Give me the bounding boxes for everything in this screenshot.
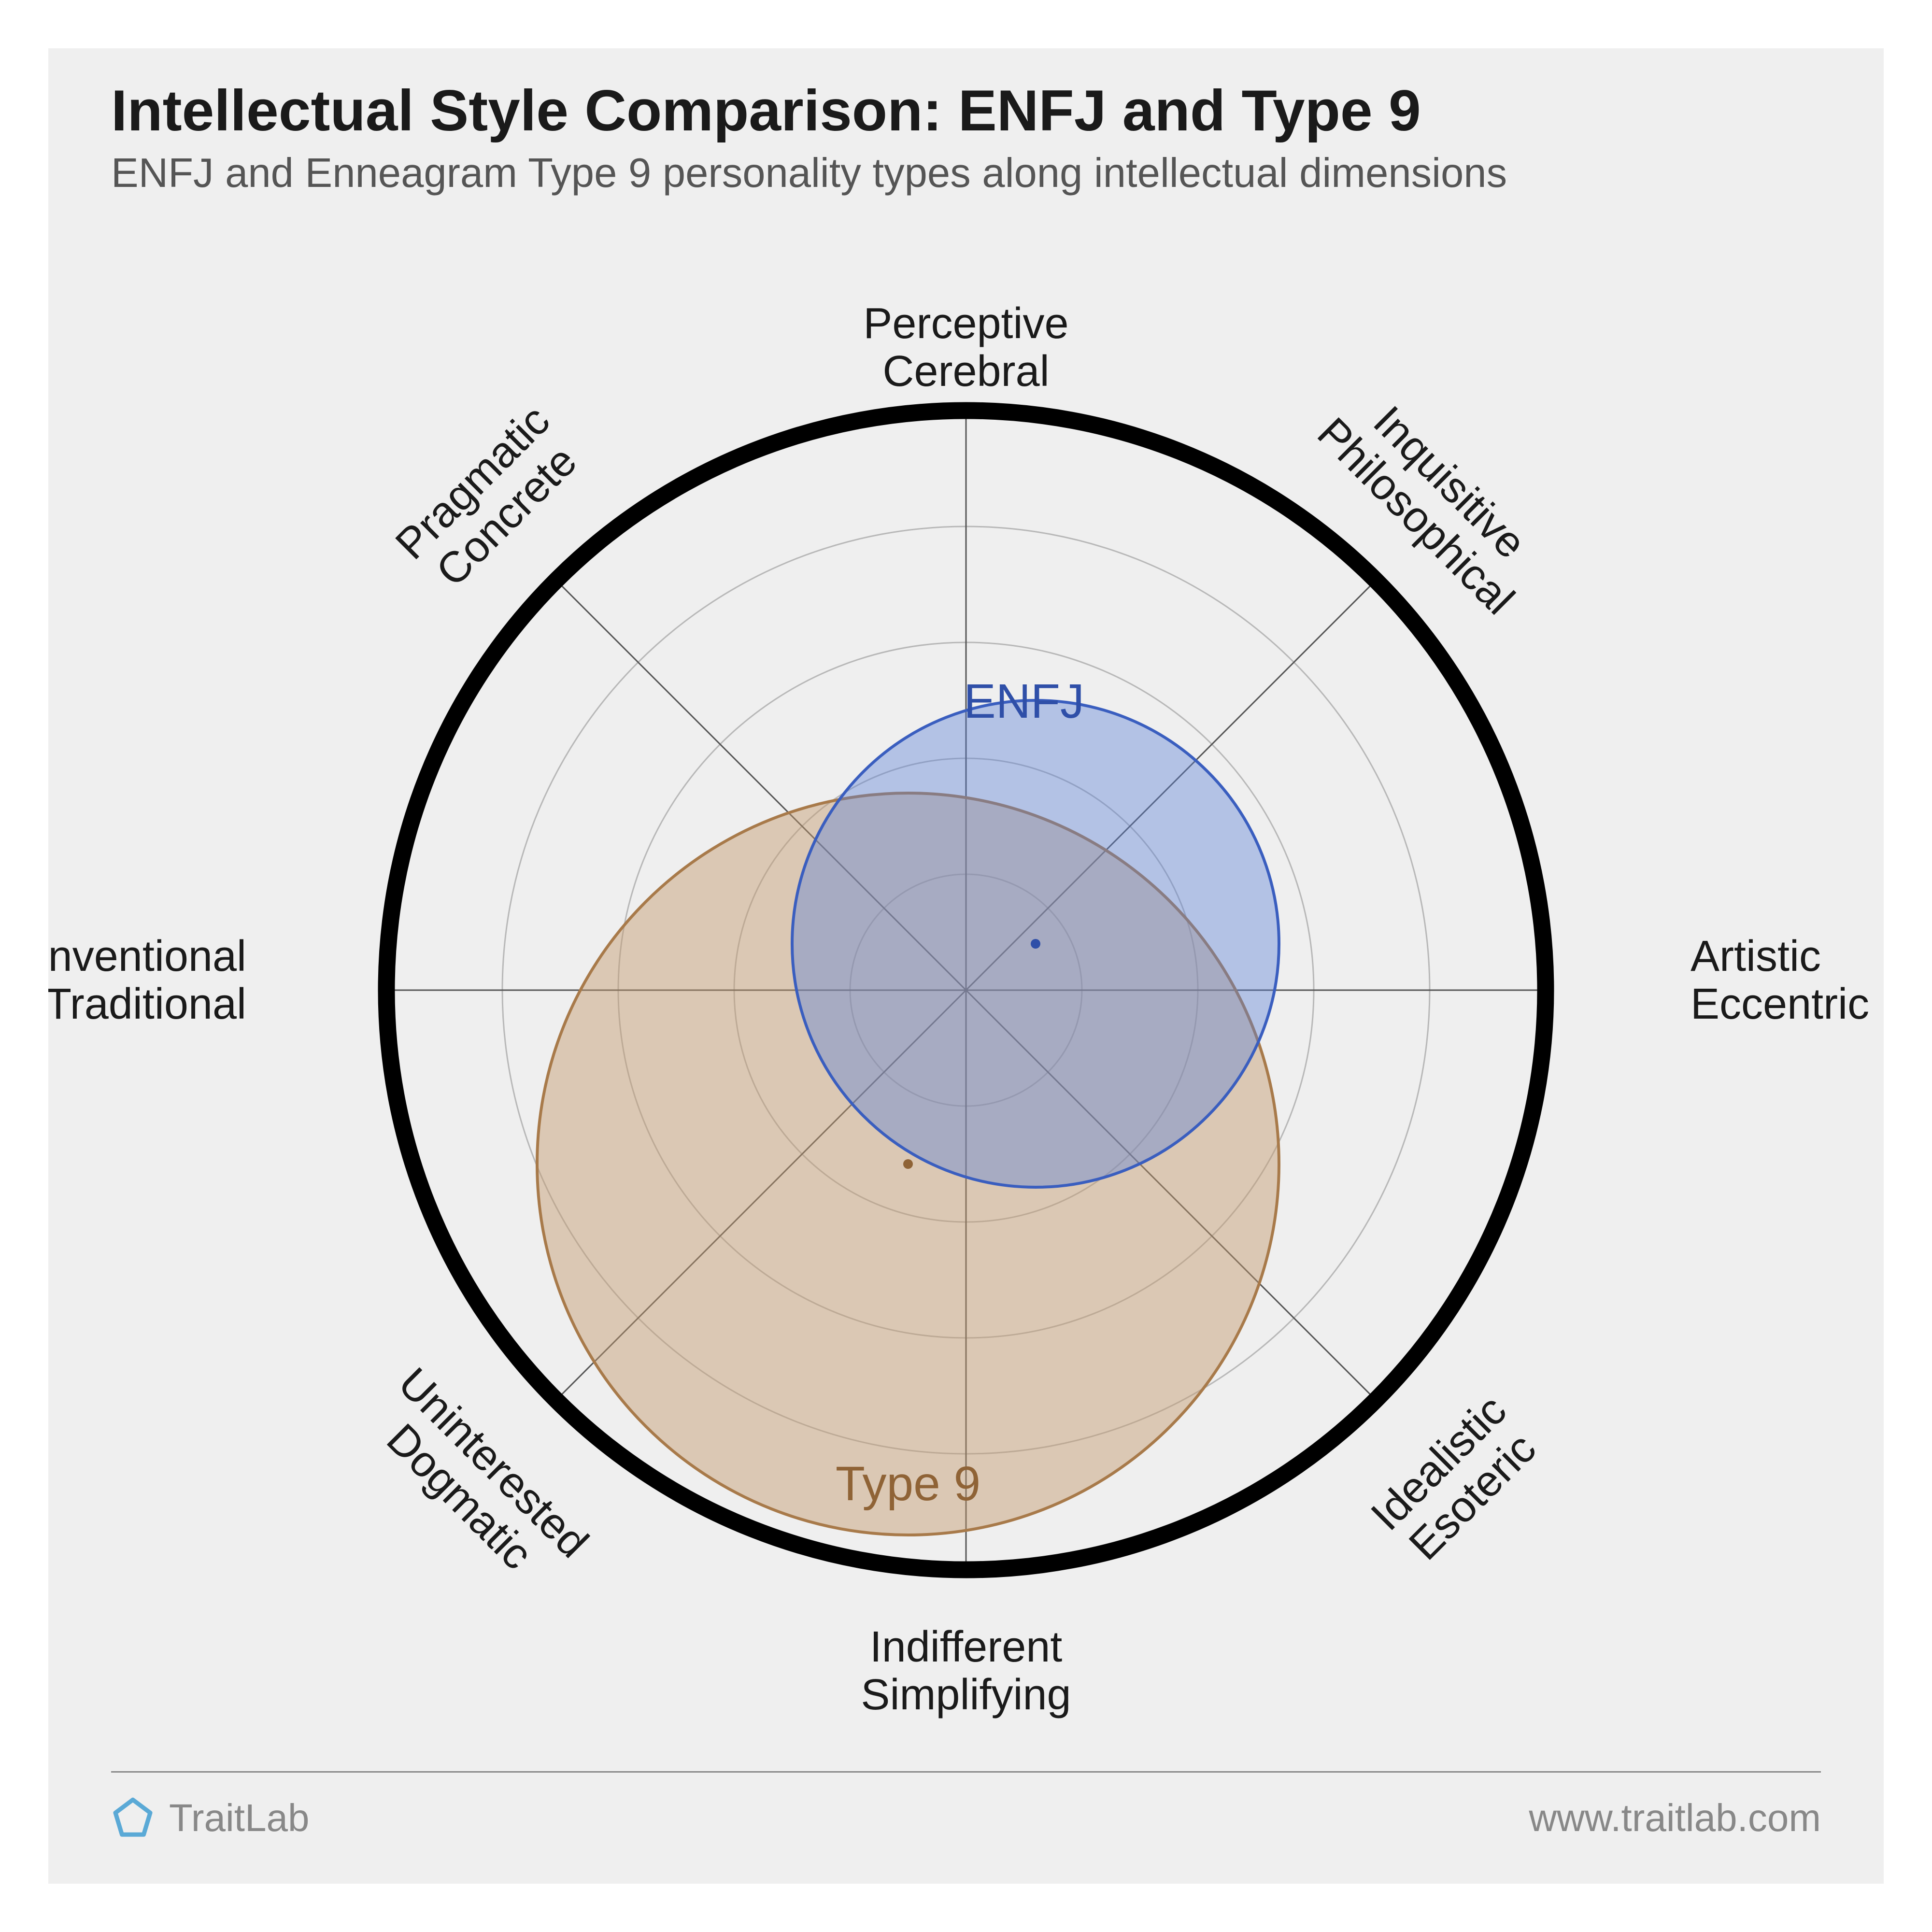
footer-divider: [111, 1771, 1821, 1773]
series-label-enfj: ENFJ: [964, 674, 1084, 728]
chart-title: Intellectual Style Comparison: ENFJ and …: [111, 77, 1421, 144]
brand: TraitLab: [111, 1796, 310, 1840]
brand-url: www.traitlab.com: [1529, 1796, 1821, 1840]
series-label-type-9: Type 9: [836, 1457, 980, 1511]
axis-label: Simplifying: [861, 1671, 1071, 1719]
axis-label: Conventional: [48, 932, 246, 980]
axis-label: Traditional: [48, 980, 246, 1028]
brand-logo-icon: [111, 1796, 155, 1840]
brand-name: TraitLab: [169, 1796, 310, 1840]
radar-chart: PerceptiveCerebralInquisitivePhilosophic…: [48, 217, 1884, 1763]
chart-area: PerceptiveCerebralInquisitivePhilosophic…: [48, 217, 1884, 1763]
axis-label: Perceptive: [863, 299, 1068, 348]
chart-subtitle: ENFJ and Enneagram Type 9 personality ty…: [111, 150, 1507, 197]
axis-label: Indifferent: [870, 1623, 1063, 1671]
axis-label: Eccentric: [1690, 980, 1869, 1028]
axis-label: Cerebral: [882, 347, 1049, 396]
chart-card: Intellectual Style Comparison: ENFJ and …: [48, 48, 1884, 1884]
footer: TraitLab www.traitlab.com: [111, 1796, 1821, 1840]
axis-label: Artistic: [1690, 932, 1821, 980]
series-bubbles: [537, 700, 1279, 1535]
